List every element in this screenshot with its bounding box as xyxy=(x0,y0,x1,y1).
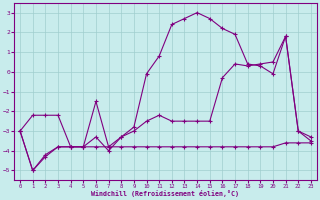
X-axis label: Windchill (Refroidissement éolien,°C): Windchill (Refroidissement éolien,°C) xyxy=(92,190,239,197)
